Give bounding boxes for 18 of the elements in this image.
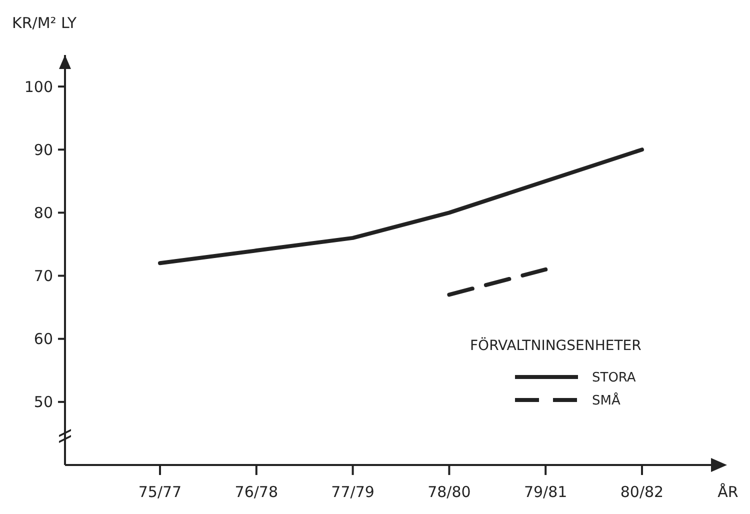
x-tick-label: 77/79 [331, 483, 374, 501]
legend-label: STORA [592, 370, 636, 386]
x-tick-label: 75/77 [138, 483, 182, 501]
x-tick-label: 76/78 [234, 483, 278, 501]
x-tick-label: 80/82 [620, 483, 664, 501]
y-tick-label: 70 [34, 267, 53, 286]
line-series [158, 148, 644, 266]
y-tick-label: 50 [34, 393, 53, 412]
y-tick-label: 60 [34, 330, 53, 348]
y-tick-label: 90 [34, 140, 53, 159]
x-tick-label: 79/81 [524, 483, 568, 501]
y-tick-label: 80 [34, 204, 53, 222]
legend-title: FÖRVALTNINGSENHETER [470, 337, 642, 354]
legend-label: SMÅ [592, 392, 620, 409]
y-axis-title: KR/M² LY [12, 14, 78, 32]
y-tick-label: 100 [24, 78, 53, 96]
x-axis-title: ÅR [718, 483, 738, 501]
x-tick-label: 78/80 [428, 483, 471, 501]
